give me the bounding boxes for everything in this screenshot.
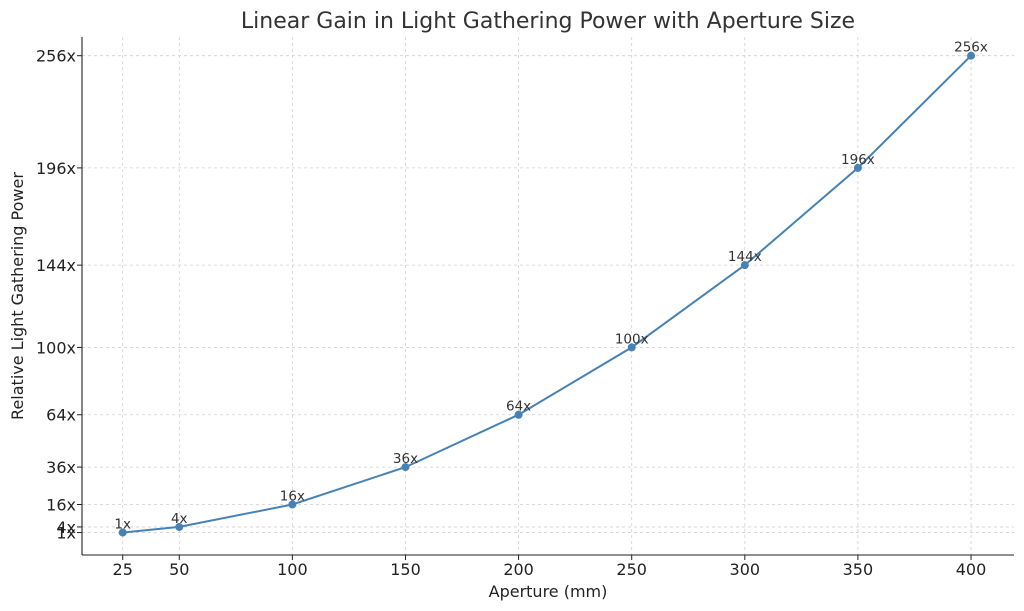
data-point [175, 522, 184, 531]
x-axis-ticks: 25 50 100 150 200 250 300 350 400 [113, 555, 987, 579]
grid-lines [82, 37, 1014, 555]
data-point [853, 163, 862, 172]
axes [81, 37, 1014, 556]
y-tick-label: 16x [46, 496, 76, 515]
data-label: 100x [615, 331, 649, 347]
data-point [401, 463, 410, 472]
data-point [967, 51, 976, 60]
y-tick-label: 100x [36, 338, 76, 357]
x-tick-label: 200 [503, 560, 534, 579]
series-line [122, 54, 972, 534]
data-labels: 1x 4x 16x 36x 64x 100x 144x 196x 256x [114, 40, 987, 533]
data-points [118, 51, 976, 537]
y-tick-label: 144x [36, 256, 76, 275]
x-tick-label: 50 [169, 560, 189, 579]
x-tick-label: 300 [730, 560, 761, 579]
data-point [740, 261, 749, 270]
data-point [288, 500, 297, 509]
data-point [514, 410, 523, 419]
data-label: 1x [114, 517, 131, 533]
x-tick-label: 250 [616, 560, 647, 579]
x-tick-label: 400 [956, 560, 987, 579]
data-point [627, 343, 636, 352]
y-tick-label: 256x [36, 47, 76, 66]
y-tick-label: 1x [56, 524, 76, 543]
data-label: 16x [280, 489, 305, 505]
data-label: 64x [506, 399, 531, 415]
data-label: 144x [728, 249, 762, 265]
x-tick-label: 100 [277, 560, 308, 579]
y-tick-label: 196x [36, 159, 76, 178]
y-tick-label: 4x [56, 518, 76, 537]
x-tick-label: 150 [390, 560, 421, 579]
x-tick-label: 350 [843, 560, 874, 579]
chart-title: Linear Gain in Light Gathering Power wit… [241, 9, 855, 34]
data-label: 36x [393, 451, 418, 467]
x-axis-label: Aperture (mm) [489, 582, 608, 601]
x-tick-label: 25 [113, 560, 133, 579]
y-axis-label: Relative Light Gathering Power [8, 172, 27, 420]
data-label: 256x [954, 40, 988, 56]
data-point [118, 528, 127, 537]
y-tick-label: 64x [46, 406, 76, 425]
data-label: 4x [171, 511, 188, 527]
data-label: 196x [841, 152, 875, 168]
y-tick-label: 36x [46, 458, 76, 477]
